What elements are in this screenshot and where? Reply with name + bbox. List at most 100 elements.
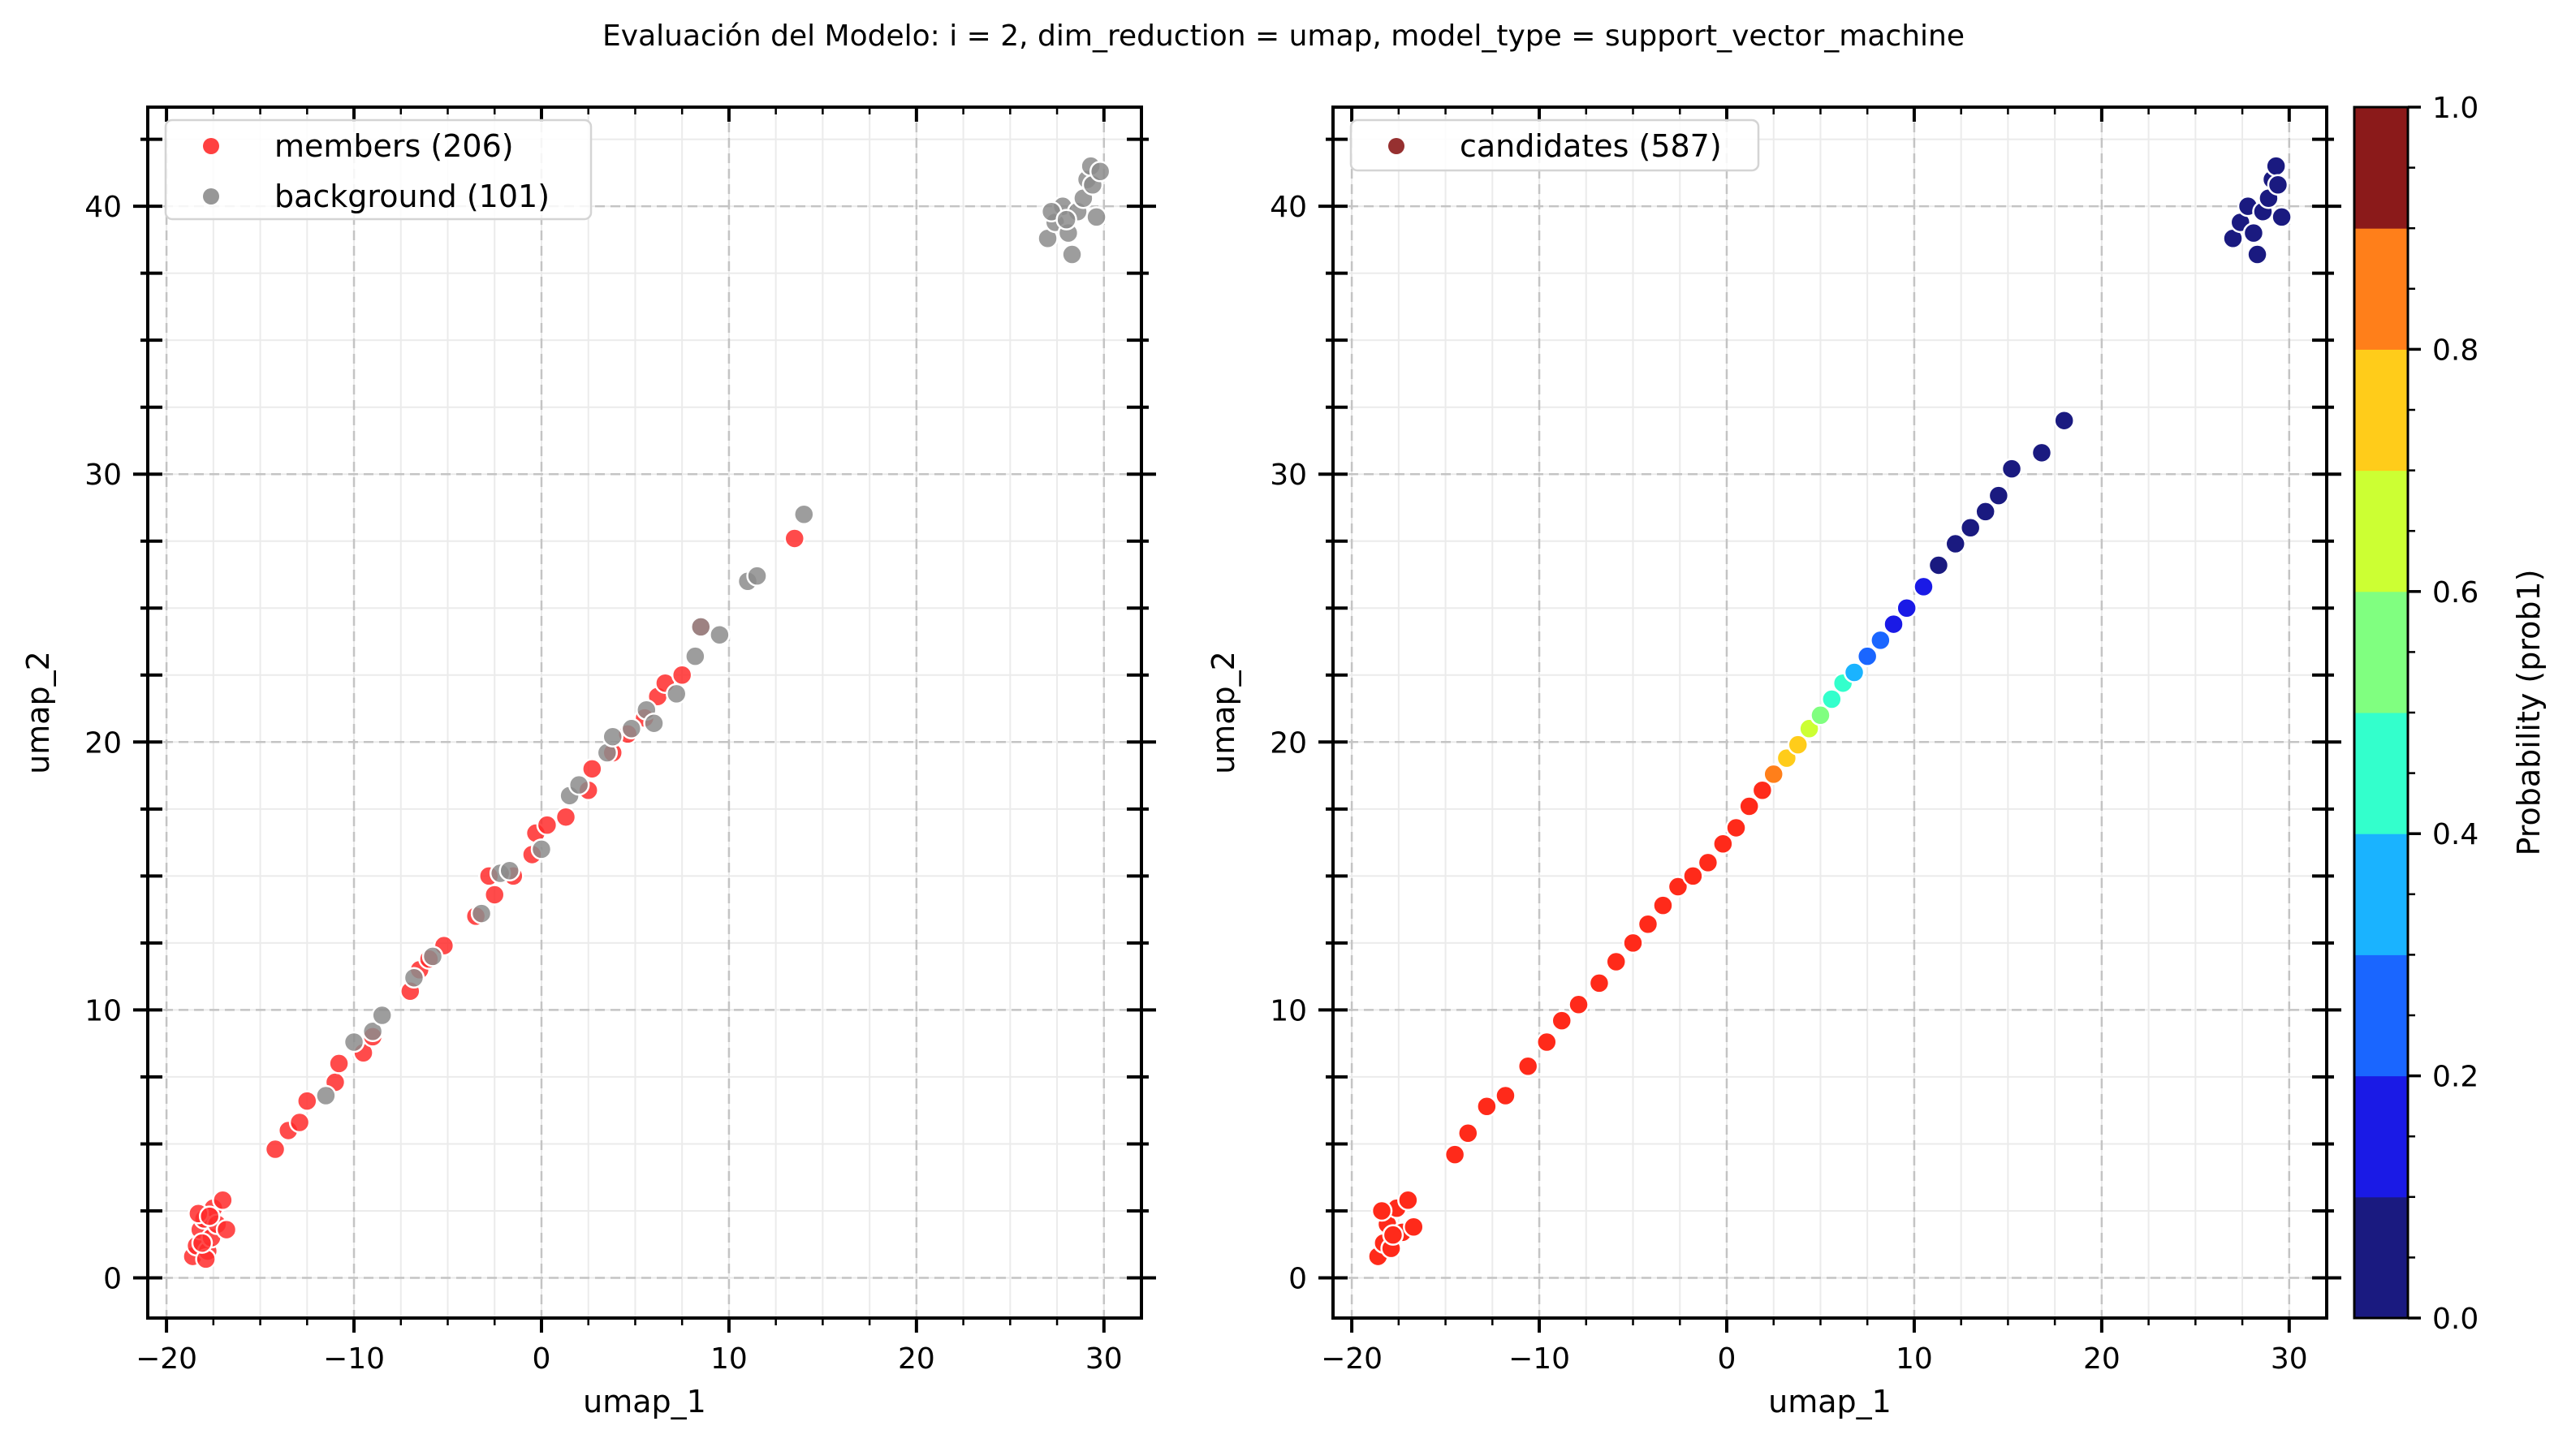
data-point xyxy=(2267,174,2289,196)
data-point xyxy=(1762,763,1784,786)
data-point xyxy=(296,1090,318,1112)
data-point xyxy=(1055,209,1077,230)
data-point xyxy=(198,1205,221,1227)
data-point xyxy=(1725,816,1747,839)
x-tick-label: 20 xyxy=(2083,1342,2120,1376)
data-point xyxy=(1622,932,1644,954)
data-point xyxy=(1370,1200,1393,1222)
data-point xyxy=(690,616,712,638)
data-point xyxy=(1896,597,1918,619)
data-point xyxy=(1089,160,1111,183)
data-point xyxy=(1787,734,1809,756)
legend-box xyxy=(164,118,593,221)
colorbar-tick-label: 0.6 xyxy=(2432,576,2479,610)
x-tick-label: 10 xyxy=(710,1342,748,1376)
data-point xyxy=(212,1189,234,1212)
x-axis-label: umap_1 xyxy=(583,1384,706,1419)
data-point xyxy=(1443,1144,1466,1165)
data-point xyxy=(1697,851,1719,874)
y-tick-label: 10 xyxy=(1270,994,1307,1027)
data-point xyxy=(1397,1189,1419,1212)
data-point xyxy=(1974,501,1996,523)
grid xyxy=(148,107,1141,1318)
x-tick-label: 30 xyxy=(1085,1342,1123,1376)
data-point xyxy=(421,946,444,967)
data-point xyxy=(288,1111,311,1134)
y-tick-label: 20 xyxy=(1270,726,1307,760)
data-point xyxy=(602,726,623,747)
colorbar-tick-label: 0.8 xyxy=(2432,334,2479,367)
legend-marker xyxy=(203,188,219,205)
x-tick-label: 0 xyxy=(1718,1342,1736,1376)
x-tick-label: −10 xyxy=(323,1342,385,1376)
data-point xyxy=(684,645,706,667)
data-point xyxy=(620,717,643,740)
data-point xyxy=(709,624,731,646)
data-point xyxy=(567,773,590,796)
x-tick-label: −20 xyxy=(136,1342,197,1376)
legend: candidates (587) xyxy=(1349,118,1760,172)
data-point xyxy=(1927,554,1950,576)
legend-label: members (206) xyxy=(274,128,514,164)
data-point xyxy=(746,565,768,587)
plot-frame xyxy=(146,106,1143,1320)
data-point xyxy=(1682,865,1704,887)
legend-label: background (101) xyxy=(274,179,550,214)
data-point xyxy=(1843,661,1866,683)
data-point xyxy=(1495,1084,1516,1107)
x-tick-label: 20 xyxy=(898,1342,935,1376)
data-point xyxy=(1588,972,1611,994)
data-point xyxy=(215,1218,238,1241)
data-point xyxy=(361,1020,384,1043)
legend-label: candidates (587) xyxy=(1460,128,1722,164)
x-tick-label: −20 xyxy=(1321,1342,1383,1376)
y-tick-label: 30 xyxy=(1270,459,1307,492)
data-point xyxy=(1810,704,1831,726)
axis-ticks xyxy=(133,107,1156,1333)
data-point xyxy=(328,1053,350,1075)
data-point xyxy=(343,1031,365,1053)
chart-panel-1: −20 −10 0 10 20 30 0 10 20 30 40 umap_1 umap_2 member… xyxy=(20,106,1156,1419)
data-point xyxy=(1944,532,1966,555)
legend: members (206) background (101) xyxy=(164,118,593,221)
colorbar-tick-label: 1.0 xyxy=(2432,92,2479,125)
data-point xyxy=(1457,1122,1479,1144)
colorbar-segment xyxy=(2354,470,2408,592)
colorbar-tick-label: 0.0 xyxy=(2432,1303,2479,1336)
x-axis-label: umap_1 xyxy=(1768,1384,1892,1419)
colorbar-segment xyxy=(2354,349,2408,472)
data-point xyxy=(1987,485,2010,506)
data-point xyxy=(1738,795,1760,817)
legend-box xyxy=(1349,118,1760,172)
data-point xyxy=(1516,1055,1539,1077)
x-tick-label: 0 xyxy=(533,1342,551,1376)
data-point xyxy=(1821,688,1843,710)
x-tick-label: −10 xyxy=(1508,1342,1570,1376)
data-point xyxy=(666,683,688,705)
colorbar-segment xyxy=(2354,713,2408,834)
data-point xyxy=(1536,1031,1558,1053)
x-tick-label: 30 xyxy=(2271,1342,2308,1376)
y-tick-label: 40 xyxy=(84,191,122,224)
data-point xyxy=(2053,409,2075,432)
data-point xyxy=(783,528,806,549)
data-point xyxy=(530,838,553,860)
data-point xyxy=(671,664,693,687)
data-point xyxy=(1883,613,1905,635)
data-point xyxy=(1751,779,1774,801)
data-point xyxy=(2030,442,2053,464)
data-point xyxy=(1568,993,1590,1016)
data-point xyxy=(2246,243,2268,265)
data-point xyxy=(470,902,493,924)
data-point xyxy=(643,712,665,734)
data-point xyxy=(1712,833,1734,855)
data-point xyxy=(536,814,559,836)
data-point xyxy=(1667,876,1689,898)
y-tick-label: 10 xyxy=(84,994,122,1027)
y-tick-label: 0 xyxy=(103,1262,122,1295)
data-points xyxy=(182,155,1111,1270)
data-point xyxy=(581,758,603,780)
data-point xyxy=(554,806,577,828)
